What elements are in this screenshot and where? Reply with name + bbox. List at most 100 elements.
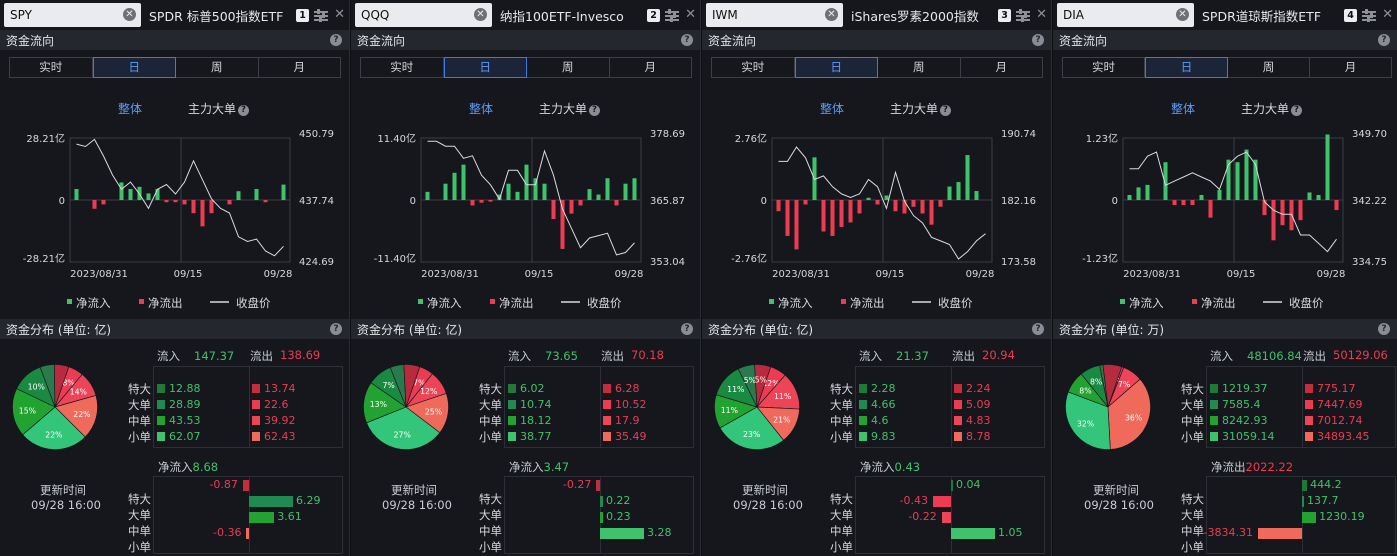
x-tick-label: 2023/08/31 [1123, 269, 1181, 280]
sliders-icon[interactable] [1016, 9, 1031, 22]
legend-swatch-outflow [139, 299, 144, 304]
tab-week[interactable]: 周 [878, 58, 961, 77]
tab-overall[interactable]: 整体 [469, 102, 494, 116]
tab-month[interactable]: 月 [644, 60, 657, 74]
help-icon[interactable]: ? [681, 34, 693, 46]
category-label: 大单 [1181, 508, 1204, 522]
flow-bar [1163, 162, 1168, 200]
help-icon[interactable]: ? [238, 105, 250, 116]
swatch [603, 384, 611, 393]
close-icon[interactable]: ✕ [1382, 7, 1393, 22]
tab-main-large[interactable]: 主力大单? [188, 100, 250, 117]
flow-bar [848, 200, 853, 223]
flow-bar [1208, 200, 1213, 218]
ticker-input[interactable]: IWM ✕ [706, 3, 843, 27]
help-icon[interactable]: ? [1378, 323, 1390, 335]
flow-bar [1226, 159, 1231, 200]
tab-overall[interactable]: 整体 [118, 102, 143, 116]
tab-month[interactable]: 月 [293, 60, 306, 74]
tab-realtime[interactable]: 实时 [10, 58, 93, 77]
tab-month[interactable]: 月 [995, 60, 1008, 74]
inflow-value: 8242.93 [1210, 414, 1268, 427]
clear-icon[interactable]: ✕ [474, 8, 487, 21]
outflow-label: 流出 [601, 349, 624, 363]
ticker-input[interactable]: DIA ✕ [1057, 3, 1194, 27]
help-icon[interactable]: ? [681, 323, 693, 335]
flow-bar [461, 164, 466, 200]
sliders-icon[interactable] [1362, 9, 1377, 22]
category-label: 特大 [1181, 382, 1204, 396]
outflow-total: 20.94 [982, 348, 1015, 362]
y-right-tick-label: 365.87 [650, 196, 685, 207]
flow-totals: 流入 73.65 流出 70.18 [508, 348, 664, 364]
help-icon[interactable]: ? [589, 105, 601, 116]
swatch [954, 400, 962, 409]
swatch [603, 400, 611, 409]
flow-bar [866, 197, 871, 200]
flow-bar [506, 183, 511, 200]
close-icon[interactable]: ✕ [1036, 7, 1047, 22]
outflow-value: 13.74 [252, 382, 296, 395]
flow-chart: 11.40亿 0 -11.40亿 378.69 365.87 353.04 2023/08/… [374, 129, 685, 310]
help-icon[interactable]: ? [1378, 34, 1390, 46]
period-tabs: 实时日周 月 [1062, 57, 1392, 78]
sliders-icon[interactable] [314, 9, 329, 22]
y-left-tick-label: 0 [761, 196, 767, 207]
net-flow-value: 137.7 [1307, 494, 1339, 507]
help-icon[interactable]: ? [940, 105, 952, 116]
inflow-value: 28.89 [157, 398, 201, 411]
category-label: 特大 [128, 492, 151, 506]
x-tick-label: 09/15 [876, 269, 905, 280]
tab-month[interactable]: 月 [1344, 60, 1357, 74]
flow-bar [533, 178, 538, 200]
flow-bar [578, 200, 583, 206]
tab-week[interactable]: 周 [1228, 58, 1310, 77]
close-icon[interactable]: ✕ [685, 7, 696, 22]
help-icon[interactable]: ? [1291, 105, 1303, 116]
tab-day[interactable]: 日 [92, 57, 176, 78]
clear-icon[interactable]: ✕ [1176, 8, 1189, 21]
net-flow-table: -0.27 0.22 0.23 3.28 [504, 476, 694, 554]
tab-realtime[interactable]: 实时 [712, 58, 795, 77]
clear-icon[interactable]: ✕ [123, 8, 136, 21]
tab-realtime[interactable]: 实时 [361, 58, 444, 77]
tab-main-large[interactable]: 主力大单? [890, 100, 952, 117]
flow-bar [623, 183, 628, 200]
ticker-input[interactable]: QQQ ✕ [355, 3, 492, 27]
swatch [1305, 400, 1313, 409]
clear-icon[interactable]: ✕ [825, 8, 838, 21]
legend-label-price: 收盘价 [587, 296, 622, 310]
category-label: 中单 [479, 414, 502, 428]
tab-realtime[interactable]: 实时 [1063, 58, 1145, 77]
pie-slice-label: 11% [774, 392, 791, 401]
flow-bar [173, 200, 178, 203]
tab-day[interactable]: 日 [1145, 57, 1228, 78]
flow-breakdown-table [504, 366, 694, 448]
distribution-pie: 8%14% 22% 22% 15% 10% [12, 364, 98, 450]
legend-label-outflow: 净流出 [850, 296, 885, 310]
swatch [859, 384, 867, 393]
outflow-label: 流出 [952, 349, 975, 363]
close-icon[interactable]: ✕ [334, 7, 345, 22]
help-icon[interactable]: ? [1032, 323, 1044, 335]
category-label: 中单 [1181, 524, 1204, 538]
tab-overall[interactable]: 整体 [820, 102, 845, 116]
tab-week[interactable]: 周 [527, 58, 610, 77]
outflow-value: 10.52 [603, 398, 647, 411]
help-icon[interactable]: ? [330, 34, 342, 46]
flow-bar [1262, 200, 1267, 216]
tab-overall[interactable]: 整体 [1171, 102, 1196, 116]
tab-day[interactable]: 日 [443, 57, 527, 78]
help-icon[interactable]: ? [1032, 34, 1044, 46]
help-icon[interactable]: ? [330, 323, 342, 335]
sliders-icon[interactable] [665, 9, 680, 22]
net-flow-value: -0.43 [899, 494, 928, 507]
tab-week[interactable]: 周 [176, 58, 259, 77]
flow-bar [821, 200, 826, 232]
ticker-input[interactable]: SPY ✕ [4, 3, 141, 27]
tab-main-large[interactable]: 主力大单? [539, 100, 601, 117]
tab-day[interactable]: 日 [794, 57, 878, 78]
tab-main-large[interactable]: 主力大单? [1241, 100, 1303, 117]
distribution-section-header: 资金分布 (单位: 亿)? [351, 319, 700, 339]
legend-label-inflow: 净流入 [427, 296, 462, 310]
